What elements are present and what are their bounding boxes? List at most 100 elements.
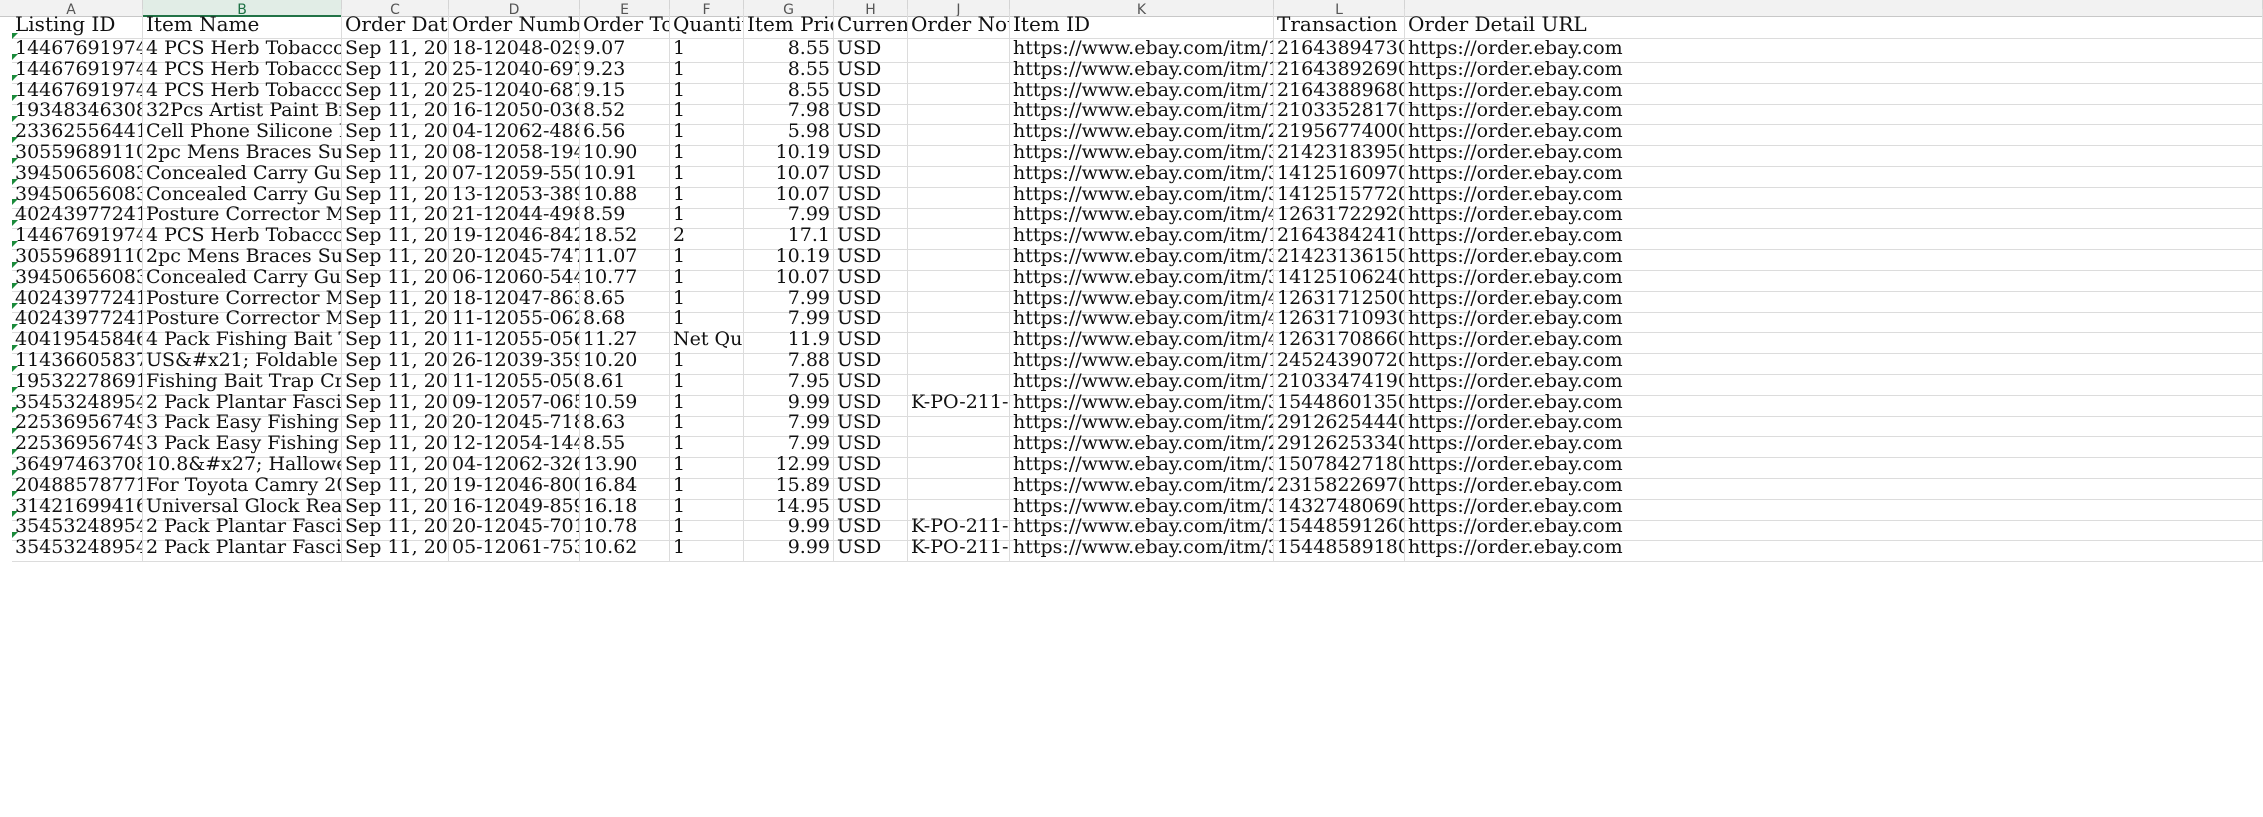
cell-order-number[interactable]: 25-12040-69752 <box>449 53 580 84</box>
cell-transaction-id[interactable]: 1263172292027 <box>1274 199 1405 230</box>
cell-currency[interactable]: USD <box>834 282 908 313</box>
cell-quantity[interactable]: 1 <box>670 303 744 334</box>
cell-currency[interactable]: USD <box>834 449 908 479</box>
cell-currency[interactable]: USD <box>834 137 908 167</box>
cell-item-name[interactable]: Posture Corrector Men Women <box>143 303 342 334</box>
cell-order-notes[interactable] <box>908 178 1010 209</box>
cell-item-name[interactable]: Concealed Carry Gun Pouch <box>143 157 342 188</box>
cell-order-total[interactable]: 16.84 <box>580 469 670 500</box>
cell-order-date[interactable]: Sep 11, 2024 <box>342 199 449 230</box>
cell-order-date[interactable]: Sep 11, 2024 <box>342 74 449 105</box>
cell-item-id[interactable]: https://www.ebay.com/itm/354532489545 <box>1010 511 1274 542</box>
header-cell-currency[interactable]: Currency <box>834 9 908 39</box>
cell-order-notes[interactable] <box>908 365 1010 396</box>
cell-listing-id[interactable]: 402439772417 <box>12 303 143 334</box>
cell-item-price[interactable]: 10.07 <box>744 157 834 188</box>
cell-order-total[interactable]: 9.23 <box>580 53 670 84</box>
cell-order-number[interactable]: 20-12045-71811 <box>449 407 580 438</box>
cell-order-notes[interactable] <box>908 157 1010 188</box>
cell-currency[interactable]: USD <box>834 53 908 84</box>
cell-transaction-id[interactable]: 1263171093027 <box>1274 303 1405 334</box>
cell-item-name[interactable]: Concealed Carry Gun Pouch <box>143 178 342 209</box>
column-header-f[interactable]: F <box>670 0 744 17</box>
column-header-k[interactable]: K <box>1010 0 1274 17</box>
cell-transaction-id[interactable]: 1412515772026 <box>1274 178 1405 209</box>
cell-quantity[interactable]: 1 <box>670 428 744 459</box>
cell-item-id[interactable]: https://www.ebay.com/itm/114366058379 <box>1010 345 1274 375</box>
cell-order-notes[interactable] <box>908 199 1010 230</box>
cell-order-date[interactable]: Sep 11, 2024 <box>342 407 449 438</box>
cell-listing-id[interactable]: 402439772417 <box>12 199 143 230</box>
cell-order-number[interactable]: 11-12055-06210 <box>449 303 580 334</box>
cell-item-price[interactable]: 14.95 <box>744 490 834 521</box>
cell-item-price[interactable]: 9.99 <box>744 386 834 417</box>
column-header-c[interactable]: C <box>342 0 449 17</box>
cell-order-total[interactable]: 18.52 <box>580 220 670 251</box>
cell-order-number[interactable]: 20-12045-70152 <box>449 511 580 542</box>
cell-order-notes[interactable] <box>908 95 1010 126</box>
cell-order-number[interactable]: 04-12062-48888 <box>449 116 580 147</box>
cell-transaction-id[interactable]: 2315822697010 <box>1274 469 1405 500</box>
cell-item-price[interactable]: 10.19 <box>744 137 834 167</box>
cell-order-number[interactable]: 26-12039-35989 <box>449 345 580 375</box>
cell-order-notes[interactable] <box>908 282 1010 313</box>
cell-order-date[interactable]: Sep 11, 2024 <box>342 220 449 251</box>
cell-transaction-id[interactable]: 2912625444012 <box>1274 407 1405 438</box>
cell-order-total[interactable]: 13.90 <box>580 449 670 479</box>
cell-order-notes[interactable]: K-PO-211-114 <box>908 532 1010 563</box>
cell-item-name[interactable]: US&#x21; Foldable Fishing <box>143 345 342 375</box>
column-header-j[interactable]: J <box>908 0 1010 17</box>
cell-currency[interactable]: USD <box>834 386 908 417</box>
cell-transaction-id[interactable]: 2164388968004 <box>1274 74 1405 105</box>
cell-item-name[interactable]: 10.8&#x27; Halloween Haunted <box>143 449 342 479</box>
cell-item-id[interactable]: https://www.ebay.com/itm/314216994167 <box>1010 490 1274 521</box>
column-header-l[interactable]: L <box>1274 0 1405 17</box>
cell-order-date[interactable]: Sep 11, 2024 <box>342 282 449 313</box>
cell-transaction-id[interactable]: 2195677400013 <box>1274 116 1405 147</box>
cell-order-total[interactable]: 8.63 <box>580 407 670 438</box>
cell-order-number[interactable]: 05-12061-75354 <box>449 532 580 563</box>
cell-item-name[interactable]: Concealed Carry Gun Pouch <box>143 261 342 292</box>
cell-quantity[interactable]: 1 <box>670 386 744 417</box>
cell-transaction-id[interactable]: 1544860135022 <box>1274 386 1405 417</box>
cell-item-id[interactable]: https://www.ebay.com/itm/233625564411 <box>1010 116 1274 147</box>
cell-currency[interactable]: USD <box>834 116 908 147</box>
cell-quantity[interactable]: 1 <box>670 532 744 563</box>
cell-order-total[interactable]: 10.91 <box>580 157 670 188</box>
cell-order-date[interactable]: Sep 11, 2024 <box>342 490 449 521</box>
cell-order-notes[interactable]: K-PO-211-114 <box>908 386 1010 417</box>
cell-order-number[interactable]: 09-12057-06537 <box>449 386 580 417</box>
cell-order-number[interactable]: 25-12040-68781 <box>449 74 580 105</box>
header-cell-quantity[interactable]: Quantity <box>670 9 744 39</box>
cell-listing-id[interactable]: 402439772417 <box>12 282 143 313</box>
cell-item-name[interactable]: 2 Pack Plantar Fasciitis <box>143 532 342 563</box>
cell-order-number[interactable]: 21-12044-49801 <box>449 199 580 230</box>
cell-item-price[interactable]: 8.55 <box>744 74 834 105</box>
cell-order-total[interactable]: 6.56 <box>580 116 670 147</box>
cell-item-name[interactable]: 4 PCS Herb Tobacco Grinder <box>143 74 342 105</box>
cell-currency[interactable]: USD <box>834 220 908 251</box>
cell-order-total[interactable]: 10.20 <box>580 345 670 375</box>
cell-item-price[interactable]: 12.99 <box>744 449 834 479</box>
cell-order-total[interactable]: 8.68 <box>580 303 670 334</box>
cell-listing-id[interactable]: 354532489545 <box>12 386 143 417</box>
cell-order-date[interactable]: Sep 11, 2024 <box>342 469 449 500</box>
cell-item-price[interactable]: 7.99 <box>744 303 834 334</box>
cell-order-date[interactable]: Sep 11, 2024 <box>342 33 449 63</box>
cell-listing-id[interactable]: 193483463081 <box>12 95 143 126</box>
cell-order-date[interactable]: Sep 11, 2024 <box>342 137 449 167</box>
cell-quantity[interactable]: 1 <box>670 137 744 167</box>
cell-order-date[interactable]: Sep 11, 2024 <box>342 428 449 459</box>
cell-order-notes[interactable]: K-PO-211-114 <box>908 511 1010 542</box>
cell-order-total[interactable]: 11.07 <box>580 241 670 271</box>
cell-order-date[interactable]: Sep 11, 2024 <box>342 365 449 396</box>
cell-listing-id[interactable]: 114366058379 <box>12 345 143 375</box>
cell-order-date[interactable]: Sep 11, 2024 <box>342 157 449 188</box>
cell-quantity[interactable]: 1 <box>670 407 744 438</box>
cell-listing-id[interactable]: 394506560833 <box>12 157 143 188</box>
cell-transaction-id[interactable]: 1412516097026 <box>1274 157 1405 188</box>
cell-item-id[interactable]: https://www.ebay.com/itm/144676919745 <box>1010 53 1274 84</box>
cell-quantity[interactable]: 1 <box>670 365 744 396</box>
cell-order-number[interactable]: 06-12060-54408 <box>449 261 580 292</box>
